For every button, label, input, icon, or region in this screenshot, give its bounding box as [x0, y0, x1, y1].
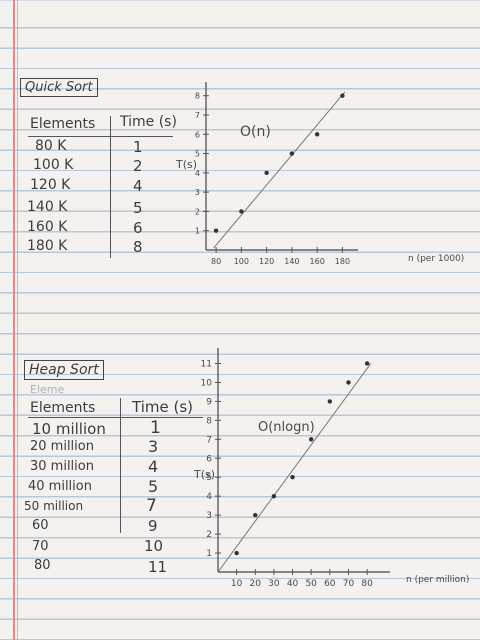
- quick-row-5-time: 8: [133, 238, 143, 256]
- heap-y-tick-label-2: 3: [206, 511, 212, 521]
- quick-table-divider: [110, 116, 111, 258]
- quick-y-tick-label-6: 7: [195, 111, 200, 120]
- heap-row-2-elements: 30 million: [30, 459, 94, 474]
- quick-row-4-elements: 160 K: [27, 219, 68, 235]
- quick-row-0-time: 1: [133, 138, 143, 156]
- heap-table-divider: [120, 398, 121, 533]
- heap-col-elements: Elements: [30, 400, 96, 416]
- heap-y-tick-label-9: 10: [201, 378, 213, 388]
- heap-point-1: [253, 512, 258, 518]
- quick-x-tick-label-1: 100: [234, 257, 249, 266]
- quick-row-5-elements: 180 K: [27, 238, 68, 254]
- quick-col-time: Time (s): [120, 114, 177, 130]
- quick-point-2: [264, 170, 269, 176]
- heap-y-tick-label-6: 7: [206, 435, 212, 445]
- heap-row-3-elements: 40 million: [28, 479, 92, 494]
- heap-row-2-time: 4: [148, 457, 159, 476]
- quick-point-3: [289, 151, 295, 156]
- heap-table-header-line: [28, 417, 203, 418]
- heap-x-label: n (per million): [406, 575, 469, 585]
- quick-x-tick-label-2: 120: [259, 257, 274, 266]
- quick-row-1-elements: 100 K: [33, 157, 74, 173]
- quick-row-4-time: 6: [133, 219, 143, 237]
- quick-x-tick-label-3: 140: [284, 257, 299, 266]
- heap-y-tick-label-4: 5: [206, 473, 212, 483]
- heap-row-6-elements: 70: [32, 539, 49, 554]
- heap-row-3-time: 5: [148, 477, 159, 496]
- heap-row-1-time: 3: [148, 437, 159, 456]
- quick-row-3-time: 5: [133, 199, 143, 217]
- quick-point-0: [213, 228, 219, 233]
- heap-point-2: [271, 493, 277, 499]
- quick-point-5: [340, 93, 345, 98]
- quick-row-2-time: 4: [133, 177, 143, 195]
- heap-point-3: [290, 475, 295, 480]
- quick-point-1: [239, 209, 244, 214]
- heap-row-1-elements: 20 million: [30, 439, 94, 454]
- quick-row-0-elements: 80 K: [35, 138, 67, 154]
- heap-x-tick-label-0: 10: [231, 579, 243, 589]
- heap-point-6: [346, 380, 351, 385]
- quick-y-label: T(s): [175, 158, 197, 171]
- heap-row-4-time: 7: [146, 496, 157, 516]
- heap-x-tick-label-4: 50: [305, 579, 317, 589]
- quick-y-tick-label-1: 2: [195, 207, 200, 216]
- heap-row-6-time: 10: [144, 537, 164, 555]
- heap-y-tick-label-5: 6: [206, 454, 212, 464]
- quick-x-tick-label-5: 180: [335, 257, 350, 266]
- quick-y-tick-label-3: 4: [195, 169, 200, 178]
- heap-x-tick-label-3: 40: [287, 579, 299, 589]
- heap-point-4: [308, 437, 314, 442]
- heap-y-tick-label-3: 4: [206, 492, 212, 502]
- heap-row-7-time: 11: [148, 558, 168, 576]
- heap-x-tick-label-7: 80: [361, 579, 373, 589]
- heap-crossed-word: Eleme: [30, 383, 65, 396]
- quick-row-3-elements: 140 K: [27, 199, 68, 215]
- heap-x-tick-label-5: 60: [324, 579, 336, 589]
- heap-row-7-elements: 80: [34, 558, 51, 573]
- heap-row-5-elements: 60: [32, 518, 49, 533]
- quick-sort-title: Quick Sort: [20, 78, 98, 97]
- margin-line-inner: [17, 0, 18, 640]
- quick-x-label: n (per 1000): [408, 254, 464, 264]
- quick-x-tick-label-0: 80: [211, 257, 221, 266]
- quick-y-tick-label-0: 1: [195, 227, 200, 236]
- heap-x-tick-label-6: 70: [343, 579, 355, 589]
- heap-row-0-elements: 10 million: [32, 420, 106, 438]
- heap-y-tick-label-7: 8: [206, 416, 212, 426]
- quick-col-elements: Elements: [30, 116, 96, 132]
- quick-y-tick-label-4: 5: [195, 150, 200, 159]
- heap-point-0: [234, 550, 239, 556]
- heap-x-tick-label-2: 30: [268, 579, 280, 589]
- quick-table-header-line: [28, 136, 173, 137]
- quick-row-1-time: 2: [133, 157, 143, 175]
- heap-trend-line: [217, 363, 372, 573]
- quick-y-tick-label-5: 6: [195, 130, 200, 139]
- margin-line: [13, 0, 15, 640]
- quick-trend-line: [213, 91, 346, 249]
- quick-y-tick-label-2: 3: [195, 188, 200, 197]
- heap-y-tick-label-1: 2: [206, 530, 212, 540]
- quick-x-tick-label-4: 160: [310, 257, 325, 266]
- heap-y-tick-label-10: 11: [201, 359, 212, 369]
- quick-row-2-elements: 120 K: [30, 177, 71, 193]
- heap-row-5-time: 9: [148, 517, 158, 535]
- heap-y-tick-label-0: 1: [206, 549, 212, 559]
- quick-annotation: O(n): [240, 124, 271, 140]
- heap-y-label: T(s): [193, 468, 215, 481]
- heap-col-time: Time (s): [132, 398, 193, 416]
- heap-y-tick-label-8: 9: [206, 397, 212, 407]
- heap-row-0-time: 1: [150, 418, 161, 438]
- heap-sort-title: Heap Sort: [24, 360, 104, 380]
- quick-y-tick-label-7: 8: [195, 92, 200, 101]
- heap-point-7: [364, 361, 370, 366]
- heap-point-5: [327, 399, 333, 404]
- heap-x-tick-label-1: 20: [250, 579, 262, 589]
- quick-point-4: [314, 132, 320, 137]
- heap-row-4-elements: 50 million: [24, 499, 84, 513]
- heap-annotation: O(nlogn): [258, 420, 315, 435]
